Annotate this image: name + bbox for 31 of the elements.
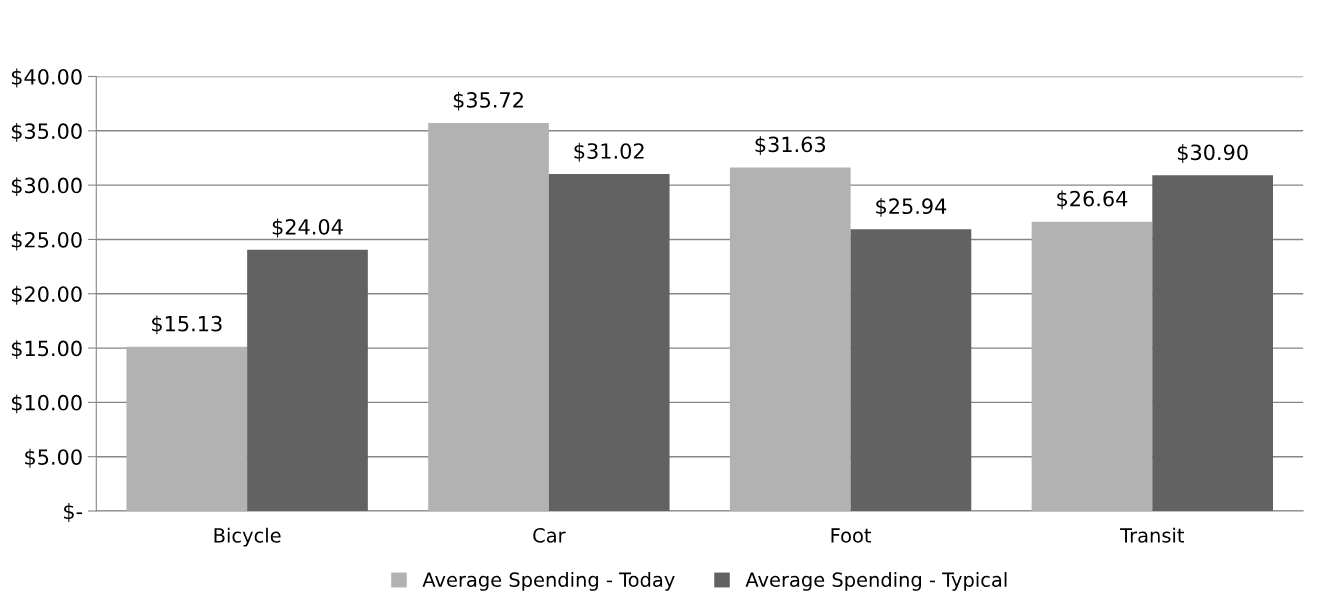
bar xyxy=(548,174,670,512)
text: $31.02 xyxy=(574,142,644,162)
text: $30.90 xyxy=(1177,144,1248,163)
text: $24.04 xyxy=(272,218,343,238)
bar xyxy=(1152,175,1273,512)
x-tick-label: Transit xyxy=(1120,527,1185,543)
y-tick-label: $15.00 xyxy=(11,340,82,360)
bar xyxy=(428,122,549,512)
y-tick-label: $- xyxy=(64,503,83,522)
text: $26.64 xyxy=(1057,190,1128,210)
x-tick-label: Foot xyxy=(831,528,872,543)
y-tick-label: $30.00 xyxy=(11,177,82,197)
y-tick-label: $5.00 xyxy=(25,448,82,468)
y-tick-label: $10.00 xyxy=(11,394,82,414)
x-tick-label: Bicycle xyxy=(214,527,281,547)
bar xyxy=(850,229,972,512)
bar xyxy=(126,346,248,512)
y-tick-label: $35.00 xyxy=(11,122,82,142)
bar xyxy=(729,167,851,512)
text: $15.13 xyxy=(152,315,222,335)
text: $31.63 xyxy=(755,136,826,156)
bar xyxy=(1031,221,1153,512)
legend-label: Average Spending - Typical xyxy=(745,571,1007,591)
y-tick-label: $25.00 xyxy=(11,231,82,251)
y-tick-label: $40.00 xyxy=(11,68,82,88)
text: $35.72 xyxy=(453,91,523,111)
y-tick-label: $20.00 xyxy=(11,285,82,305)
text: $25.94 xyxy=(876,197,947,217)
bar xyxy=(247,249,368,512)
x-tick-label: Car xyxy=(533,528,566,543)
legend-label: Average Spending - Today xyxy=(422,571,675,591)
